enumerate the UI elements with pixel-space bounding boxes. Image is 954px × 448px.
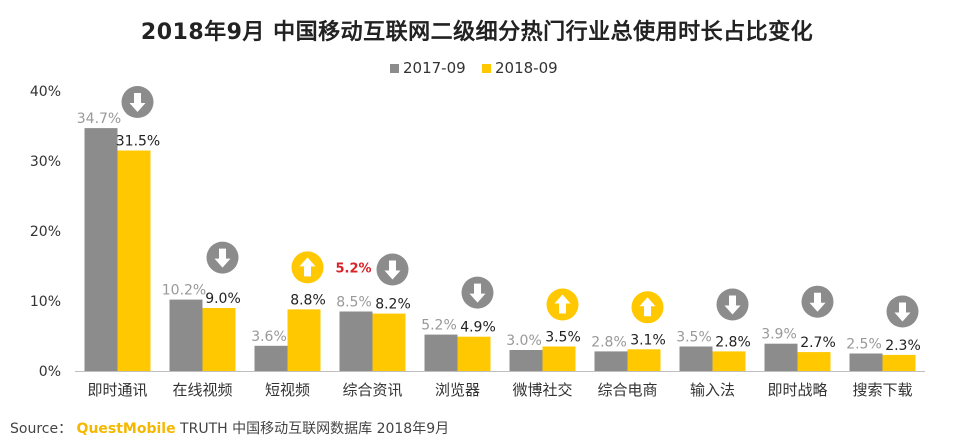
bar-2018-短视频 [287, 309, 321, 371]
category-label: 输入法 [690, 381, 735, 399]
bar-2018-即时战略 [797, 352, 831, 371]
value-label-2018: 2.7% [800, 335, 836, 351]
arrow-up-glyph [554, 294, 571, 314]
value-label-2018: 31.5% [116, 134, 160, 150]
category-label: 浏览器 [435, 381, 480, 399]
bar-2017-微博社交 [509, 350, 543, 371]
source-rest: TRUTH 中国移动互联网数据库 2018年9月 [175, 421, 450, 437]
legend-swatch-2017-09 [390, 64, 399, 73]
y-tick-label: 20% [30, 224, 61, 240]
arrow-down-glyph [129, 93, 146, 112]
bar-2018-综合资讯 [372, 313, 406, 371]
bar-2017-综合资讯 [339, 311, 373, 371]
chart-title: 2018年9月 中国移动互联网二级细分热门行业总使用时长占比变化 [140, 20, 814, 45]
category-label: 即时通讯 [87, 381, 147, 399]
growth-annotation: 5.2% [335, 261, 371, 276]
value-label-2017: 8.5% [336, 295, 372, 311]
y-tick-label: 40% [30, 84, 61, 100]
source-prefix: Source： [10, 421, 73, 437]
arrow-down-glyph [384, 260, 401, 280]
y-tick-label: 10% [30, 294, 61, 310]
bar-2018-浏览器 [457, 336, 491, 371]
value-label-2017: 34.7% [77, 111, 121, 127]
arrow-down-glyph [214, 248, 231, 268]
value-label-2018: 8.8% [290, 292, 326, 308]
value-label-2017: 2.8% [591, 334, 627, 350]
arrow-up-glyph [299, 257, 316, 277]
value-label-2017: 3.9% [761, 327, 797, 343]
bar-2018-微博社交 [542, 346, 576, 371]
bar-2017-综合电商 [594, 351, 628, 371]
value-label-2018: 2.3% [885, 338, 921, 354]
bar-2017-在线视频 [169, 299, 203, 371]
bar-2018-搜索下载 [882, 354, 916, 371]
category-label: 微博社交 [512, 381, 572, 399]
value-label-2017: 10.2% [162, 283, 206, 299]
legend-swatch-2018-09 [482, 64, 491, 73]
legend-label-2018-09: 2018-09 [495, 59, 558, 77]
value-label-2018: 4.9% [460, 320, 496, 336]
bar-2017-短视频 [254, 345, 288, 371]
value-label-2018: 8.2% [375, 297, 411, 313]
bar-2017-输入法 [679, 346, 713, 371]
source-brand: QuestMobile [76, 421, 176, 437]
bar-2018-在线视频 [202, 308, 236, 371]
bar-2018-即时通讯 [117, 150, 151, 371]
bar-2017-浏览器 [424, 334, 458, 371]
value-label-2017: 2.5% [846, 337, 882, 353]
arrow-up-glyph [639, 297, 656, 317]
arrow-down-glyph [469, 283, 486, 303]
y-tick-label: 30% [30, 154, 61, 170]
category-label: 短视频 [265, 381, 310, 399]
value-label-2017: 3.6% [251, 329, 287, 345]
bar-2017-即时通讯 [84, 128, 118, 371]
value-label-2018: 9.0% [205, 291, 241, 307]
value-label-2017: 3.0% [506, 333, 542, 349]
bar-2018-输入法 [712, 351, 746, 371]
legend-label-2017-09: 2017-09 [403, 59, 466, 77]
y-tick-label: 0% [39, 364, 61, 380]
arrow-down-glyph [809, 292, 826, 312]
arrow-down-glyph [894, 302, 911, 322]
bar-2018-综合电商 [627, 349, 661, 371]
value-label-2017: 5.2% [421, 318, 457, 334]
value-label-2018: 3.1% [630, 332, 666, 348]
category-label: 即时战略 [767, 381, 827, 399]
arrow-down-glyph [724, 295, 741, 315]
source-note: Source： QuestMobile TRUTH 中国移动互联网数据库 201… [10, 418, 449, 438]
value-label-2018: 2.8% [715, 334, 751, 350]
value-label-2017: 3.5% [676, 330, 712, 346]
category-label: 搜索下载 [852, 381, 912, 399]
bar-2017-即时战略 [764, 343, 798, 371]
bar-2017-搜索下载 [849, 353, 883, 371]
category-label: 综合资讯 [342, 381, 402, 399]
value-label-2018: 3.5% [545, 330, 581, 346]
category-label: 综合电商 [597, 381, 657, 399]
category-label: 在线视频 [172, 381, 232, 399]
